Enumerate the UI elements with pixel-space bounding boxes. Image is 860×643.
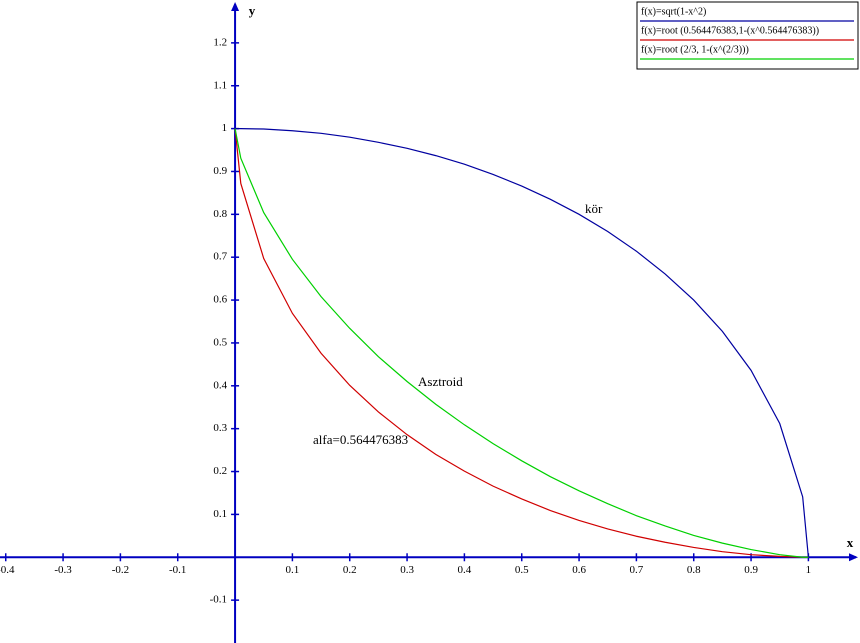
curve — [235, 128, 809, 558]
x-tick-label: 0.1 — [286, 564, 300, 576]
annotation: Asztroid — [418, 374, 463, 389]
curve — [234, 128, 809, 558]
y-tick-label: 0.9 — [213, 165, 227, 177]
legend-entry: f(x)=root (0.564476383,1-(x^0.564476383)… — [641, 25, 819, 36]
x-tick-label: 0.8 — [687, 564, 701, 576]
x-tick-label: 0.5 — [515, 564, 529, 576]
y-tick-label: 0.1 — [213, 508, 227, 520]
y-tick-label: 1.1 — [213, 79, 227, 91]
curve — [234, 128, 809, 558]
legend-entry: f(x)=sqrt(1-x^2) — [641, 6, 706, 17]
y-tick-label: 0.2 — [213, 465, 227, 477]
x-tick-label: 0.7 — [630, 564, 644, 576]
x-tick-label: -0.1 — [169, 564, 186, 576]
x-axis-arrow — [849, 553, 858, 562]
y-tick-label: 0.5 — [213, 336, 227, 348]
x-tick-label: 0.6 — [572, 564, 586, 576]
y-axis-label: y — [249, 3, 256, 18]
x-tick-label: -0.3 — [54, 564, 72, 576]
legend-box — [636, 1, 859, 70]
x-tick-label: 0.9 — [744, 564, 758, 576]
x-axis-label: x — [847, 535, 854, 550]
y-tick-label: 0.8 — [213, 208, 227, 220]
y-tick-label: 0.3 — [213, 422, 227, 434]
y-tick-label: 0.7 — [213, 251, 227, 263]
x-tick-label: 1 — [806, 564, 812, 576]
y-tick-label: 1.2 — [213, 36, 227, 48]
annotation: kör — [585, 201, 603, 216]
x-tick-label: -0.2 — [112, 564, 129, 576]
y-tick-label: 0.6 — [213, 294, 227, 306]
x-tick-label: 0.3 — [400, 564, 414, 576]
x-tick-label: 0.2 — [343, 564, 357, 576]
legend-entry: f(x)=root (2/3, 1-(x^(2/3))) — [641, 44, 749, 55]
y-axis-arrow — [231, 2, 240, 11]
x-tick-label: -0.4 — [0, 564, 15, 576]
y-tick-label: -0.1 — [210, 594, 227, 606]
x-tick-label: 0.4 — [458, 564, 472, 576]
annotation: alfa=0.564476383 — [313, 432, 408, 447]
y-tick-label: 0.4 — [213, 379, 227, 391]
y-tick-label: 1 — [222, 122, 228, 134]
